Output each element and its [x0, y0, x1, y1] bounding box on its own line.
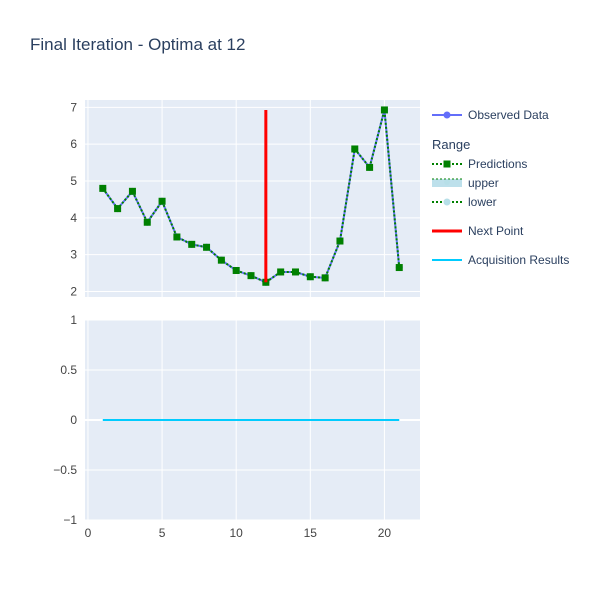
- predictions-marker: [158, 197, 166, 205]
- predictions-marker: [128, 187, 136, 195]
- legend-item-lower: lower: [432, 195, 497, 209]
- predictions-marker: [173, 233, 181, 241]
- legend-item-next-point: Next Point: [432, 224, 524, 238]
- predictions-marker: [232, 266, 240, 274]
- predictions-marker: [321, 274, 329, 282]
- bottom-x-tick-label: 10: [230, 526, 244, 540]
- legend-label: Next Point: [468, 224, 524, 238]
- bottom-x-tick-label: 5: [159, 526, 166, 540]
- predictions-marker: [247, 272, 255, 280]
- predictions-marker: [99, 184, 107, 192]
- predictions-marker: [306, 273, 314, 281]
- legend-item-predictions: Predictions: [432, 157, 527, 171]
- legend-label: lower: [468, 195, 497, 209]
- predictions-marker: [336, 237, 344, 245]
- chart-title: Final Iteration - Optima at 12: [30, 35, 245, 54]
- bottom-y-tick-label: −0.5: [53, 463, 77, 477]
- predictions-marker: [217, 256, 225, 264]
- legend-swatch-marker: [443, 111, 451, 119]
- bottom-x-tick-label: 0: [85, 526, 92, 540]
- predictions-marker: [351, 145, 359, 153]
- bottom-y-tick-label: −1: [63, 513, 77, 527]
- bottom-x-tick-label: 20: [378, 526, 392, 540]
- bottom-subplot: 0 5 10 15 20 −1 −0.5 0 0.5 1: [53, 313, 420, 540]
- predictions-marker: [143, 218, 151, 226]
- predictions-marker: [277, 268, 285, 276]
- predictions-marker: [203, 243, 211, 251]
- legend-swatch-marker: [443, 198, 451, 206]
- predictions-marker: [395, 264, 403, 272]
- legend-label: upper: [468, 176, 499, 190]
- bottom-y-tick-label: 0: [70, 413, 77, 427]
- legend-swatch-marker: [443, 160, 451, 168]
- top-y-tick-label: 4: [70, 211, 77, 225]
- legend-swatch-marker: [444, 179, 450, 185]
- top-plot-background: [85, 100, 420, 297]
- legend-group-title: Range: [432, 137, 470, 152]
- top-y-tick-label: 3: [70, 248, 77, 262]
- predictions-line: [101, 108, 401, 284]
- bottom-x-tick-label: 15: [304, 526, 318, 540]
- bottom-y-tick-label: 1: [70, 313, 77, 327]
- legend-item-acquisition-results: Acquisition Results: [432, 253, 569, 267]
- legend-item-observed-data: Observed Data: [432, 108, 549, 122]
- bottom-y-tick-label: 0.5: [60, 363, 77, 377]
- top-y-tick-label: 5: [70, 174, 77, 188]
- legend: Range Observed Data Predictions upper lower N…: [432, 108, 569, 267]
- legend-label: Acquisition Results: [468, 253, 569, 267]
- predictions-marker: [291, 268, 299, 276]
- predictions-marker: [366, 163, 374, 171]
- legend-item-upper: upper: [432, 176, 499, 190]
- top-y-tick-label: 6: [70, 137, 77, 151]
- predictions-marker: [114, 205, 122, 213]
- legend-label: Observed Data: [468, 108, 549, 122]
- top-y-tick-label: 7: [70, 100, 77, 114]
- top-y-tick-label: 2: [70, 284, 77, 298]
- predictions-marker: [188, 240, 196, 248]
- top-subplot: 2 3 4 5 6 7: [70, 100, 420, 298]
- predictions-marker: [380, 106, 388, 114]
- legend-label: Predictions: [468, 157, 527, 171]
